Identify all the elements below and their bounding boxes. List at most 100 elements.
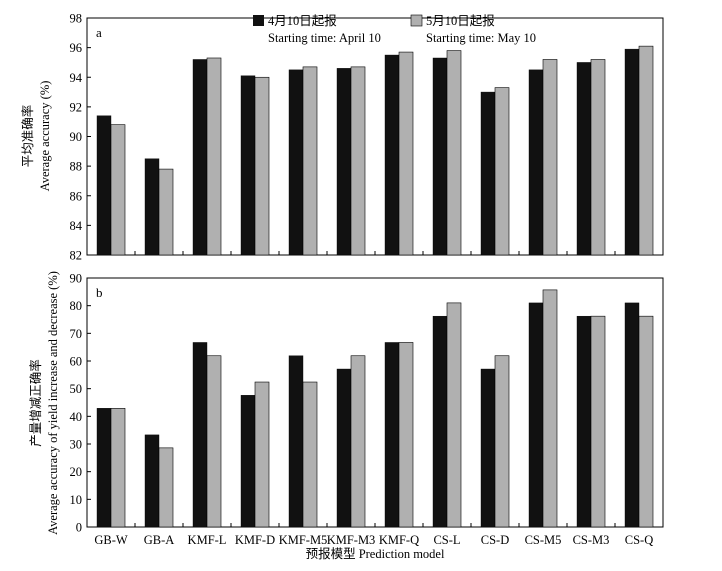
bar-b-may-cs-l — [446, 302, 462, 528]
bar-a-april-gb-w — [96, 115, 112, 256]
panel-b-chart: b 0 10 20 30 40 50 60 70 80 90 GB-W GB-A KMF-L KMF-D… — [28, 271, 664, 561]
x-tick-label: CS-L — [433, 533, 460, 547]
bar-a-may-kmf-d — [254, 76, 270, 256]
bar-b-april-kmf-q — [384, 342, 400, 528]
bar-a-april-kmf-l — [192, 59, 208, 256]
x-tick-label: KMF-D — [235, 533, 275, 547]
y-tick-label: 70 — [70, 327, 83, 341]
bar-b-may-gb-a — [158, 447, 174, 528]
x-tick-label: KMF-M5 — [279, 533, 328, 547]
x-tick-label: GB-A — [144, 533, 175, 547]
x-tick-label: CS-M5 — [525, 533, 562, 547]
bar-a-april-kmf-m3 — [336, 68, 352, 256]
y-tick-label: 30 — [70, 438, 83, 452]
bar-a-may-cs-m3 — [590, 59, 606, 256]
panel-a-ylabel-en: Average accuracy (%) — [38, 81, 52, 192]
bar-b-april-cs-d — [480, 368, 496, 528]
bar-b-may-cs-q — [638, 315, 654, 528]
bar-a-may-cs-d — [494, 87, 510, 256]
panel-a-ylabel: 平均准确率 Average accuracy (%) — [20, 81, 52, 192]
bar-b-april-cs-l — [432, 315, 448, 528]
bar-a-april-kmf-d — [240, 75, 256, 256]
bar-a-april-cs-q — [624, 48, 640, 256]
x-tick-label: CS-M3 — [573, 533, 610, 547]
panel-a-tag: a — [96, 25, 102, 40]
bar-b-april-gb-a — [144, 434, 160, 528]
y-tick-label: 0 — [76, 521, 82, 535]
panel-b-ylabel-cn: 产量增减正确率 — [28, 359, 43, 447]
panel-b-ylabel: 产量增减正确率 Average accuracy of yield increa… — [28, 271, 60, 535]
y-tick-label: 20 — [70, 465, 83, 479]
bar-a-may-kmf-l — [206, 57, 222, 256]
bar-a-april-cs-m5 — [528, 69, 544, 256]
y-tick-label: 90 — [70, 130, 83, 144]
bar-a-may-gb-a — [158, 168, 174, 256]
panel-a-y-ticks: 82 84 86 88 90 92 94 96 98 — [70, 12, 91, 263]
bar-a-may-kmf-m3 — [350, 66, 366, 256]
x-tick-label: KMF-M3 — [327, 533, 376, 547]
bar-b-april-cs-m5 — [528, 302, 544, 528]
panel-b-tag: b — [96, 285, 103, 300]
x-tick-label: KMF-Q — [379, 533, 419, 547]
bar-b-may-kmf-m3 — [350, 355, 366, 528]
legend-label-may-en: Starting time: May 10 — [426, 31, 536, 45]
legend-label-april-en: Starting time: April 10 — [268, 31, 381, 45]
legend-label-april: 4月10日起报 — [268, 13, 337, 28]
bar-b-may-kmf-d — [254, 381, 270, 528]
bar-b-april-kmf-d — [240, 395, 256, 528]
y-tick-label: 84 — [70, 219, 83, 233]
bar-b-may-gb-w — [110, 408, 126, 528]
bar-b-april-cs-m3 — [576, 315, 592, 528]
y-tick-label: 10 — [70, 493, 83, 507]
y-tick-label: 90 — [70, 272, 83, 286]
bar-b-may-cs-d — [494, 355, 510, 528]
bar-a-april-cs-l — [432, 57, 448, 256]
bar-b-april-kmf-m5 — [288, 355, 304, 528]
bar-b-april-gb-w — [96, 408, 112, 528]
y-tick-label: 94 — [70, 71, 83, 85]
x-tick-label: CS-Q — [625, 533, 653, 547]
y-tick-label: 80 — [70, 299, 83, 313]
x-tick-label: KMF-L — [188, 533, 227, 547]
y-tick-label: 50 — [70, 382, 83, 396]
y-tick-label: 98 — [70, 12, 83, 26]
panel-b-bars — [96, 289, 654, 528]
bar-a-april-kmf-q — [384, 54, 400, 256]
bar-a-april-kmf-m5 — [288, 69, 304, 256]
bar-a-may-cs-m5 — [542, 59, 558, 256]
panel-a-frame — [86, 17, 664, 256]
bar-b-april-cs-q — [624, 302, 640, 528]
x-tick-label: GB-W — [94, 533, 128, 547]
y-tick-label: 92 — [70, 100, 83, 114]
panel-b-ylabel-en: Average accuracy of yield increase and d… — [46, 271, 60, 535]
legend: 4月10日起报 Starting time: April 10 5月10日起报 … — [253, 13, 536, 45]
panel-a-bars — [96, 45, 654, 256]
y-tick-label: 96 — [70, 41, 83, 55]
bar-a-april-gb-a — [144, 158, 160, 256]
bar-a-may-kmf-q — [398, 51, 414, 256]
bar-a-may-cs-l — [446, 50, 462, 256]
legend-label-may: 5月10日起报 — [426, 13, 495, 28]
bar-b-may-kmf-m5 — [302, 381, 318, 528]
panel-b-xlabel: 预报模型 Prediction model — [306, 546, 445, 561]
bar-b-may-kmf-l — [206, 355, 222, 528]
bar-a-may-gb-w — [110, 124, 126, 256]
bar-b-may-kmf-q — [398, 342, 414, 528]
bar-a-may-kmf-m5 — [302, 66, 318, 256]
y-tick-label: 82 — [70, 249, 83, 263]
legend-swatch-april — [253, 15, 264, 26]
panel-a-chart: a 82 84 86 88 90 92 94 96 98 平均准确率 Average accur… — [20, 12, 664, 263]
x-tick-label: CS-D — [481, 533, 509, 547]
y-tick-label: 86 — [70, 189, 83, 203]
bar-b-may-cs-m3 — [590, 315, 606, 528]
bar-a-april-cs-d — [480, 91, 496, 256]
y-tick-label: 88 — [70, 160, 83, 174]
panel-a-ylabel-cn: 平均准确率 — [20, 105, 35, 168]
panel-b-x-ticks: GB-W GB-A KMF-L KMF-D KMF-M5 KMF-M3 KMF-Q CS-L C… — [94, 533, 653, 547]
y-tick-label: 40 — [70, 410, 83, 424]
y-tick-label: 60 — [70, 355, 83, 369]
bar-b-april-kmf-m3 — [336, 368, 352, 528]
bar-b-may-cs-m5 — [542, 289, 558, 528]
panel-b-frame — [86, 277, 664, 528]
